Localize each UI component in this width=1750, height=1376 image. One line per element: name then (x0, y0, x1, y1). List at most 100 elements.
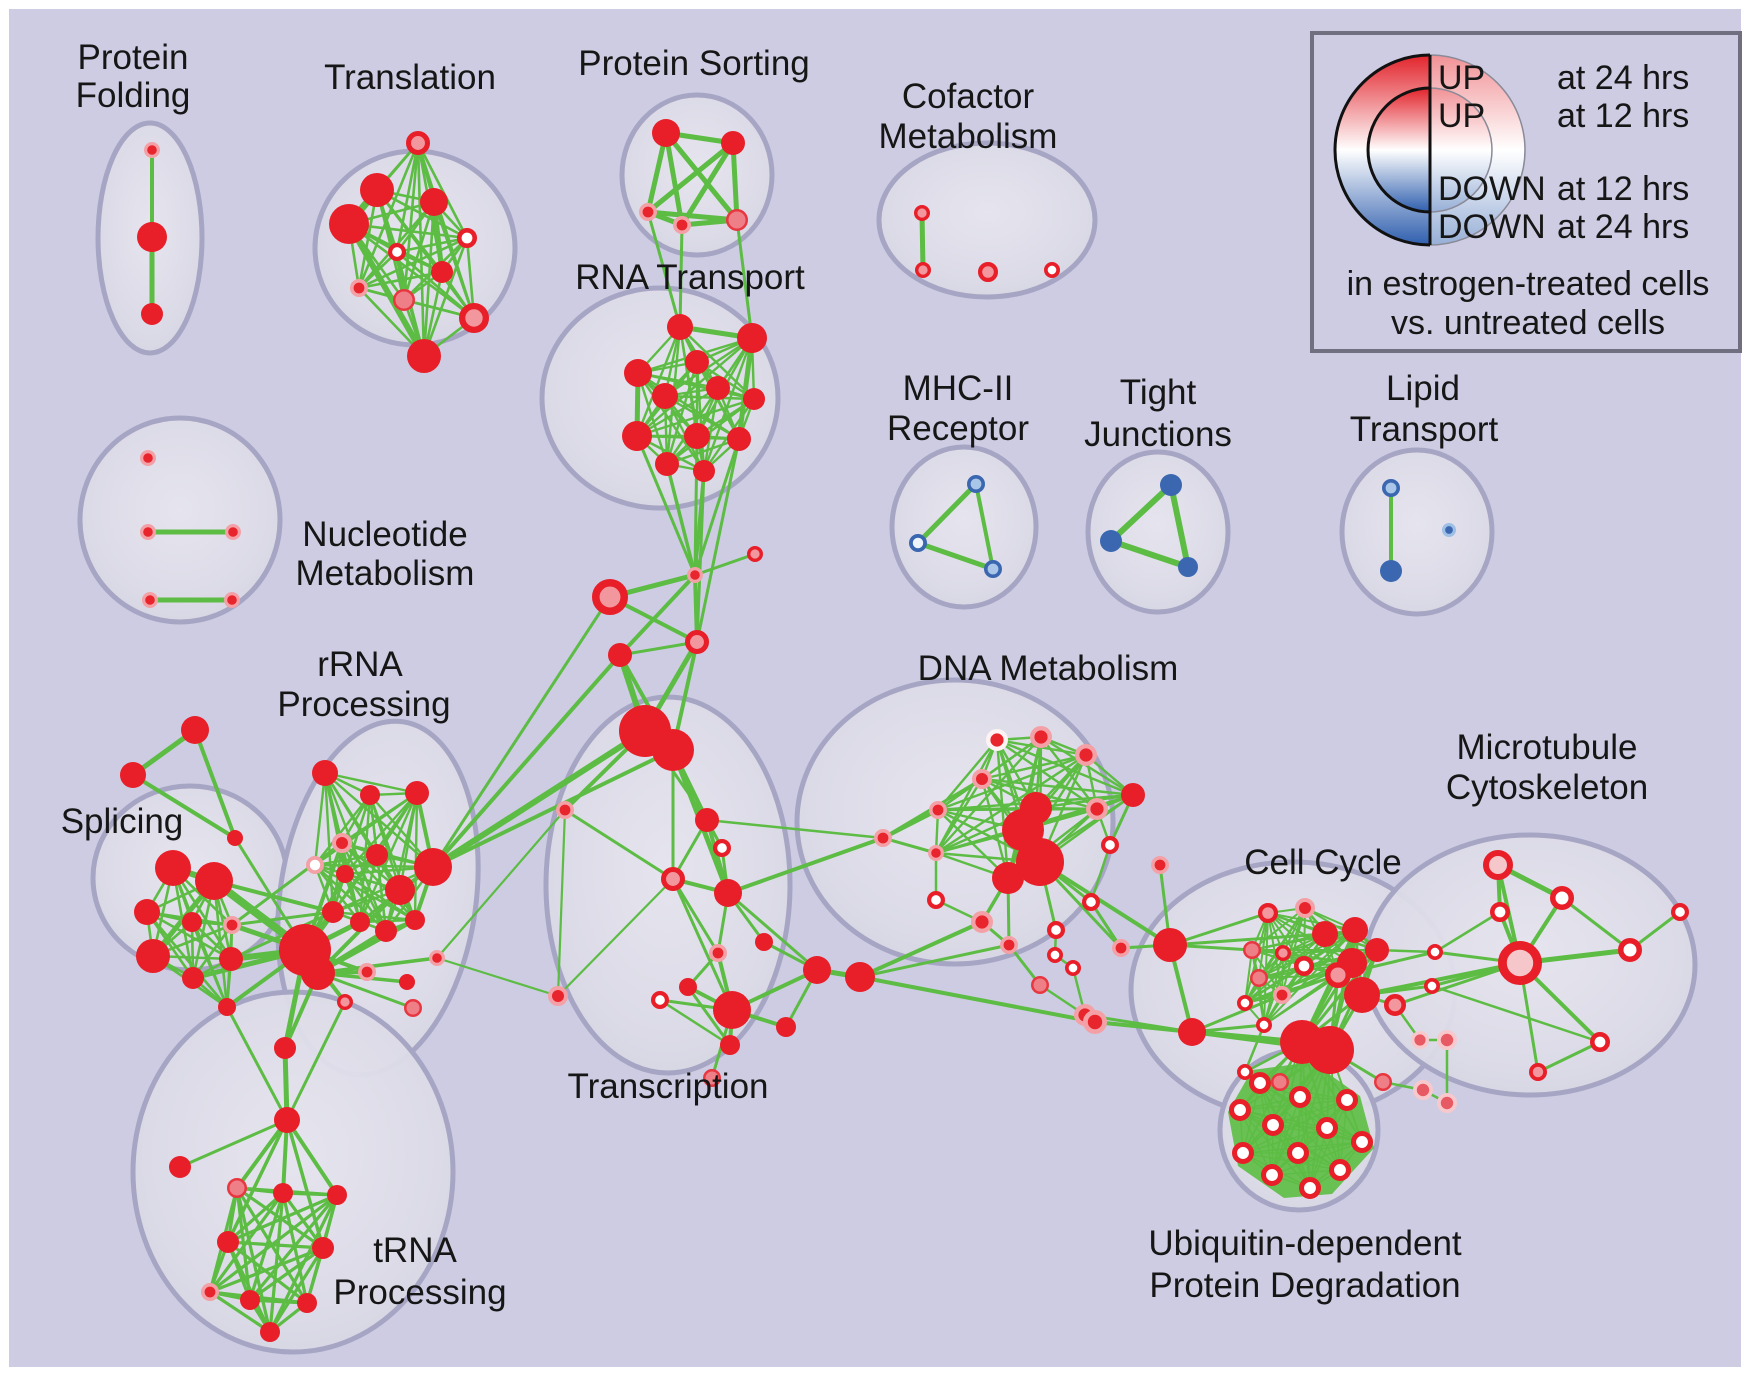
gene-node-n3 (142, 591, 159, 608)
network-edge (208, 1246, 325, 1294)
legend-term: DOWN (1438, 208, 1546, 246)
network-edge (1239, 1109, 1273, 1176)
network-edge (1430, 984, 1602, 1044)
network-edge (858, 920, 984, 979)
cluster-label-tight-junctions: Junctions (1084, 415, 1232, 454)
network-edge (285, 1118, 339, 1197)
gene-node-mt1 (1550, 886, 1575, 911)
network-edge (678, 325, 756, 401)
legend-caption: vs. untreated cells (1391, 304, 1665, 342)
gene-node-x2 (661, 867, 686, 892)
gene-node-r6 (743, 388, 765, 410)
gene-node-d12 (1100, 836, 1119, 855)
gene-node-c0 (913, 204, 930, 221)
gene-node-x11 (548, 986, 568, 1006)
gene-node-tn0 (227, 1178, 247, 1198)
network-edge (665, 397, 756, 466)
network-edge (230, 841, 344, 927)
gene-node-mt3 (1426, 944, 1443, 961)
gene-node-rr8 (414, 848, 452, 886)
gene-node-rr11 (375, 920, 397, 942)
network-nodes (120, 119, 1689, 1342)
network-edge (635, 386, 720, 438)
gene-node-t5 (388, 243, 407, 262)
gene-node-q3 (746, 545, 763, 562)
gene-node-ub3 (1229, 1099, 1252, 1122)
network-edge (686, 985, 732, 1047)
network-edge (693, 437, 741, 577)
network-edge (226, 1191, 285, 1244)
legend-outer-arc-right (1429, 54, 1526, 246)
network-edge (635, 434, 697, 577)
network-edge (416, 141, 469, 240)
gene-node-ub2 (1336, 1089, 1359, 1112)
gene-node-x10 (720, 1035, 740, 1055)
gene-node-s5 (136, 939, 170, 973)
network-edge (230, 910, 335, 927)
gene-node-cc13 (1255, 1017, 1272, 1034)
gene-node-d22 (1064, 960, 1081, 977)
network-edge (248, 1191, 285, 1302)
network-edge (1239, 1109, 1328, 1129)
gene-node-ps2 (638, 203, 657, 222)
network-edge (705, 818, 885, 840)
gene-node-n1 (140, 523, 157, 540)
gene-node-ub7 (1232, 1142, 1255, 1165)
legend-box (1310, 31, 1742, 353)
gene-node-cc20 (1236, 1063, 1253, 1080)
network-edge (1190, 993, 1284, 1034)
gene-node-x9 (776, 1017, 796, 1037)
network-edge (432, 200, 476, 320)
gene-node-s3 (182, 912, 202, 932)
network-edge (663, 130, 685, 228)
network-edge (858, 975, 1097, 1024)
gene-node-cc3 (1312, 921, 1338, 947)
gene-node-bC (169, 1156, 191, 1178)
network-edge (268, 1191, 285, 1334)
cluster-ellipse-cofactor-metabolism (876, 140, 1098, 300)
gene-node-cc11 (1273, 985, 1292, 1004)
network-edge (556, 877, 675, 998)
gene-node-x3 (714, 879, 742, 907)
gene-node-d16 (1081, 893, 1100, 912)
network-edge (636, 371, 756, 401)
cluster-label-trna-processing: tRNA (373, 1231, 457, 1270)
network-edge (663, 336, 754, 398)
network-edge (357, 236, 469, 290)
network-edge (313, 863, 388, 933)
gene-node-tn4 (312, 1237, 334, 1259)
network-edge (346, 221, 427, 359)
network-edge (995, 738, 1099, 811)
cluster-ellipse-mhc-ii-receptor (889, 444, 1039, 610)
gene-node-x7 (803, 956, 831, 984)
network-edge (730, 140, 740, 223)
gene-node-d13 (1151, 855, 1170, 874)
network-edge (1168, 932, 1327, 947)
network-edge (1263, 974, 1339, 1026)
gene-node-m0 (966, 474, 985, 493)
gene-node-tj1 (1100, 530, 1122, 552)
cluster-label-mhc-ii-receptor: Receptor (887, 409, 1029, 448)
gene-node-tn8 (201, 1283, 220, 1302)
gene-node-n0 (140, 450, 157, 467)
gene-node-r1 (737, 323, 767, 353)
gene-node-mt8 (1529, 1063, 1548, 1082)
network-edge (226, 1118, 289, 1244)
gene-node-rr4 (306, 856, 325, 875)
gene-node-s0 (155, 850, 191, 886)
network-edge (735, 218, 754, 340)
network-edge (190, 920, 229, 1009)
gene-node-tn5 (240, 1290, 260, 1310)
gene-node-rr13 (429, 949, 446, 966)
gene-node-rr18 (336, 993, 353, 1010)
gene-node-s4 (223, 915, 242, 934)
legend: UP at 24 hrs UP at 12 hrs DOWN at 12 hrs DOWN a… (1310, 31, 1742, 353)
network-edge (235, 1118, 289, 1190)
network-edge (226, 1193, 339, 1244)
gene-node-rr12 (405, 910, 425, 930)
gene-node-cc0 (1257, 902, 1278, 923)
legend-inner-arc-right (1429, 87, 1493, 213)
gene-node-cc1 (1295, 898, 1315, 918)
network-edge (229, 910, 335, 961)
